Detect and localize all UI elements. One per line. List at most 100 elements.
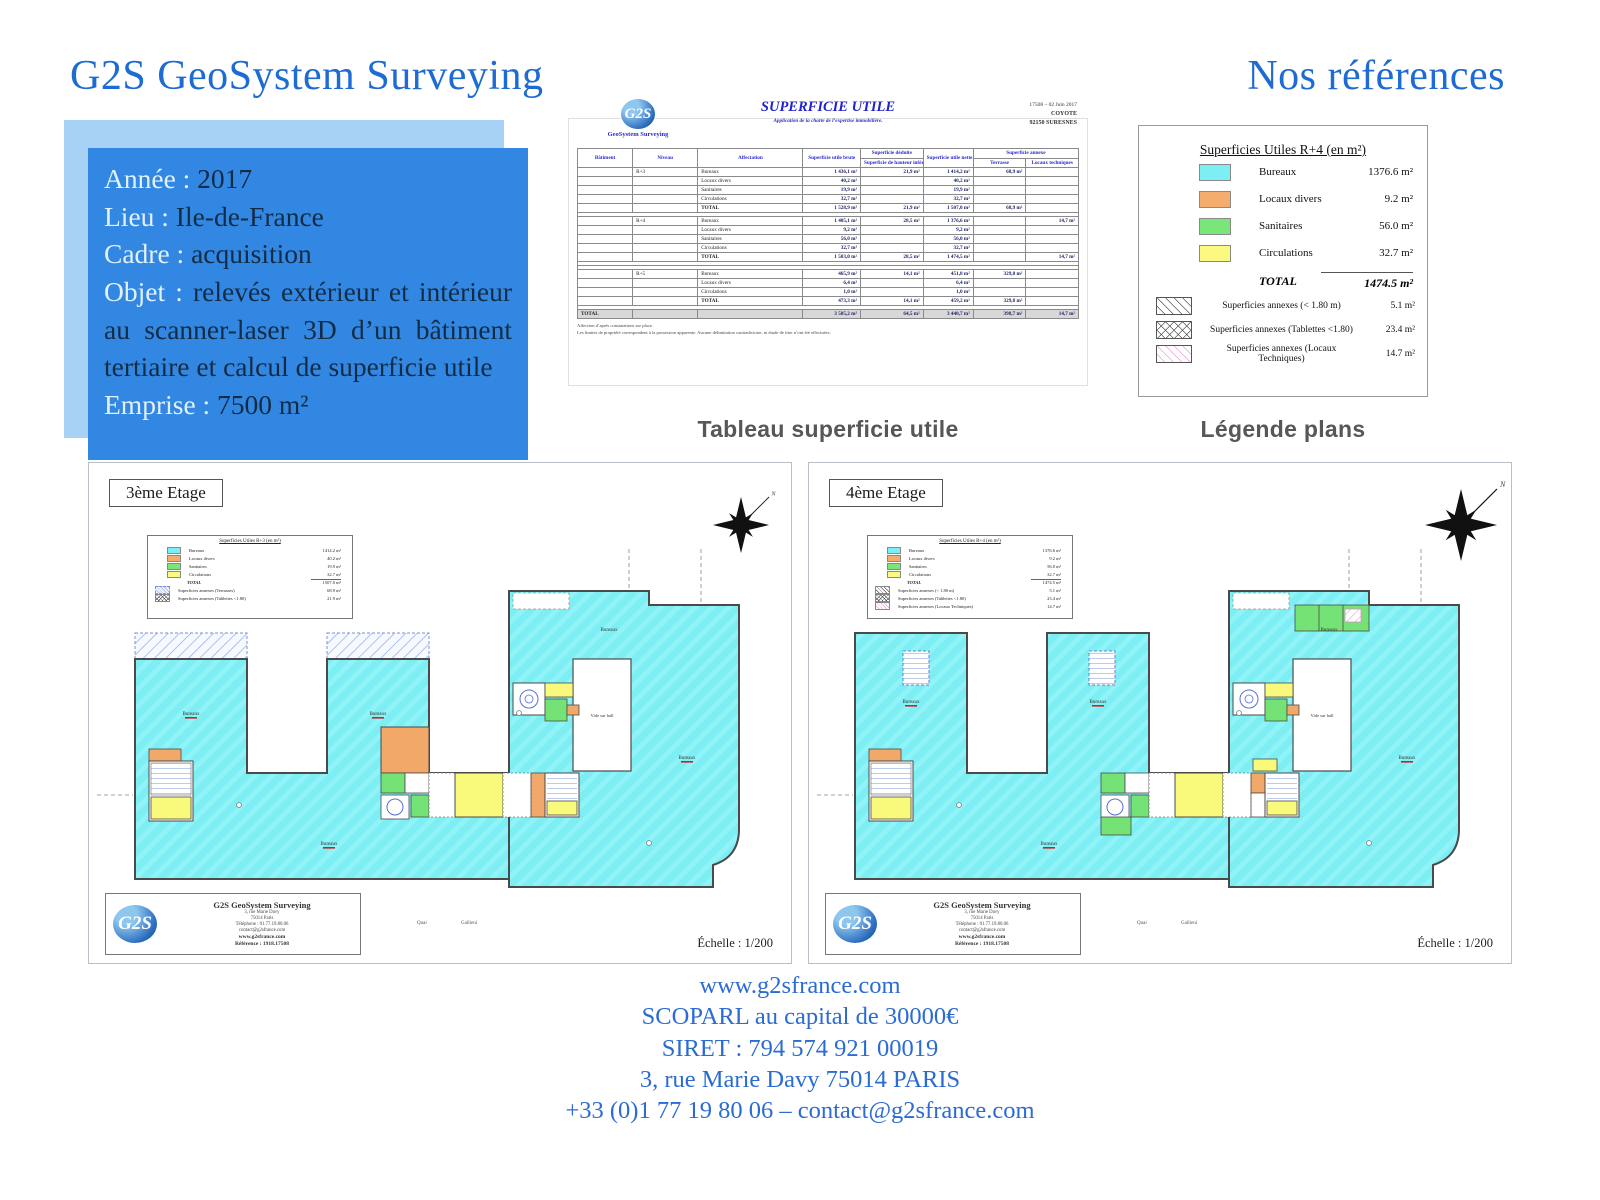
- table-cell: 14,7 m²: [1025, 216, 1079, 226]
- legend-total-row: TOTAL 1474.5 m²: [1259, 271, 1413, 290]
- plan-mini-legend: Superficies Utiles R+4 (en m²) Bureaux 13…: [867, 535, 1073, 619]
- table-cell: 1 436,1 m²: [802, 167, 862, 177]
- green-swatch: [167, 562, 181, 570]
- table-cell: 64,5 m²: [860, 309, 924, 319]
- mini-legend-annexe-row: Superficies annexes (Terrasses) 68.9 m²: [153, 586, 347, 594]
- table-cell: [697, 309, 804, 319]
- mini-legend-row: Circulations 32.7 m²: [153, 570, 347, 578]
- table-cell: Bureaux: [697, 269, 804, 279]
- footer-address: 3, rue Marie Davy 75014 PARIS: [639, 1066, 961, 1094]
- table-cell: [972, 287, 1027, 297]
- caption-legende: Légende plans: [1200, 416, 1366, 442]
- svg-text:Bureaux: Bureaux: [183, 712, 200, 717]
- table-row: Locaux divers 6,4 m² 6,4 m²: [576, 278, 1079, 288]
- legend-panel: Superficies Utiles R+4 (en m²) Bureaux 13…: [1138, 125, 1428, 397]
- table-cell: [576, 194, 634, 204]
- superficie-table: Bâtiment Niveau Affectation Superficie u…: [576, 148, 1080, 319]
- col-group-deduite: Superficie déduite: [860, 148, 924, 159]
- table-cell: 56,0 m²: [922, 234, 974, 244]
- table-cell: TOTAL: [697, 252, 804, 262]
- table-cell: 21,9 m²: [860, 203, 924, 213]
- table-cell: 40,2 m²: [922, 176, 974, 186]
- table-cell: [576, 167, 634, 177]
- plan-reference: Référence : 1918.17508: [234, 941, 290, 948]
- table-cell: 14,7 m²: [1025, 252, 1079, 262]
- legend-annexe-rows: Superficies annexes (< 1.80 m) 5.1 m² Supe…: [1139, 294, 1427, 366]
- diamond-hatch-swatch: [155, 594, 170, 602]
- info-line-objet: Objet : relevés extérieur et intérieur a…: [104, 276, 512, 383]
- svg-text:Bureaux: Bureaux: [1399, 756, 1416, 761]
- svg-text:N: N: [770, 490, 776, 497]
- table-cell: [860, 287, 924, 297]
- table-cell: 3 440,7 m²: [922, 309, 974, 319]
- table-cell: 21,9 m²: [860, 167, 924, 177]
- table-cell: [972, 216, 1027, 226]
- svg-text:Bureaux: Bureaux: [903, 700, 920, 705]
- document-city: 92150 SURESNES: [1029, 120, 1077, 127]
- floor-plan-drawing-3eme: Bureaux Bureaux Bureaux Bureaux Bureaux Vide …: [89, 463, 791, 963]
- table-cell: [972, 252, 1027, 262]
- table-cell: [1025, 176, 1079, 186]
- info-line-annee: Année : 2017: [104, 163, 253, 194]
- table-cell: 68,9 m²: [972, 167, 1027, 177]
- table-total-row: TOTAL 1 528,9 m² 21,9 m² 1 507,0 m² 68,9 m²: [576, 203, 1079, 213]
- green-swatch: [1199, 217, 1231, 235]
- table-cell: [1025, 185, 1079, 195]
- table-cell: [1025, 269, 1079, 279]
- cyan-swatch: [1199, 163, 1231, 181]
- orange-swatch: [167, 554, 181, 562]
- table-cell: 9,2 m²: [922, 225, 974, 235]
- cyan-swatch: [887, 546, 901, 554]
- table-cell: 9,2 m²: [802, 225, 862, 235]
- table-cell: Bureaux: [697, 216, 804, 226]
- plan-scale: Échelle : 1/200: [697, 936, 773, 950]
- table-cell: 459,2 m²: [922, 296, 974, 306]
- col-group-annexe: Superficie annexe: [972, 148, 1080, 159]
- table-cell: [632, 225, 699, 235]
- col-header-locaux: Locaux techniques: [1025, 157, 1079, 168]
- document-subtitle: Application de la charte de l’expertise …: [773, 118, 883, 124]
- table-cell: [576, 225, 634, 235]
- legend-row: Bureaux 1376.6 m²: [1139, 159, 1427, 185]
- table-cell: 6,4 m²: [922, 278, 974, 288]
- table-cell: [632, 203, 699, 213]
- table-cell: 473,3 m²: [802, 296, 862, 306]
- table-cell: 40,2 m²: [802, 176, 862, 186]
- table-cell: [576, 287, 634, 297]
- mini-legend-row: Locaux divers 9.2 m²: [873, 554, 1067, 562]
- table-cell: [860, 234, 924, 244]
- table-cell: 398,7 m²: [972, 309, 1027, 319]
- diag-hatch-swatch: [1156, 297, 1192, 315]
- table-cell: [1025, 278, 1079, 288]
- yellow-swatch: [887, 570, 901, 578]
- table-cell: [632, 309, 699, 319]
- table-cell: [632, 287, 699, 297]
- mini-legend-row: Bureaux 1376.6 m²: [873, 546, 1067, 554]
- g2s-logo: G2S GeoSystem Surveying: [583, 99, 693, 138]
- table-cell: [576, 234, 634, 244]
- footer-website: www.g2sfrance.com: [699, 972, 901, 999]
- table-cell: 68,9 m²: [972, 203, 1027, 213]
- col-header-nette: Superficie utile nette: [922, 148, 974, 168]
- g2s-logo-caption: GeoSystem Surveying: [607, 131, 669, 138]
- document-title: SUPERFICIE UTILE: [760, 99, 896, 115]
- table-cell: 1 376,6 m²: [922, 216, 974, 226]
- table-cell: Bureaux: [697, 167, 804, 177]
- table-cell: [860, 176, 924, 186]
- mini-legend-rows: Bureaux 1414.2 m² Locaux divers 40.2 m² Sani…: [153, 546, 347, 602]
- table-cell: [576, 203, 634, 213]
- table-cell: 1,0 m²: [922, 287, 974, 297]
- pink-hatch-swatch: [1156, 345, 1192, 363]
- table-cell: [1025, 287, 1079, 297]
- table-cell: Circulations: [697, 243, 804, 253]
- col-header-affectation: Affectation: [697, 148, 804, 168]
- floor-title-box: 4ème Etage: [829, 479, 943, 507]
- table-cell: [632, 185, 699, 195]
- diag-hatch-swatch: [875, 586, 890, 594]
- table-cell: 32,7 m²: [802, 194, 862, 204]
- plan-scale: Échelle : 1/200: [1417, 936, 1493, 950]
- col-header-deduite: Superficie de hauteur inférieure à 1,80 …: [860, 157, 924, 168]
- table-cell: 14,7 m²: [1025, 309, 1079, 319]
- table-row: Circulations 32,7 m² 32,7 m²: [576, 194, 1079, 204]
- table-cell: R+4: [632, 216, 699, 226]
